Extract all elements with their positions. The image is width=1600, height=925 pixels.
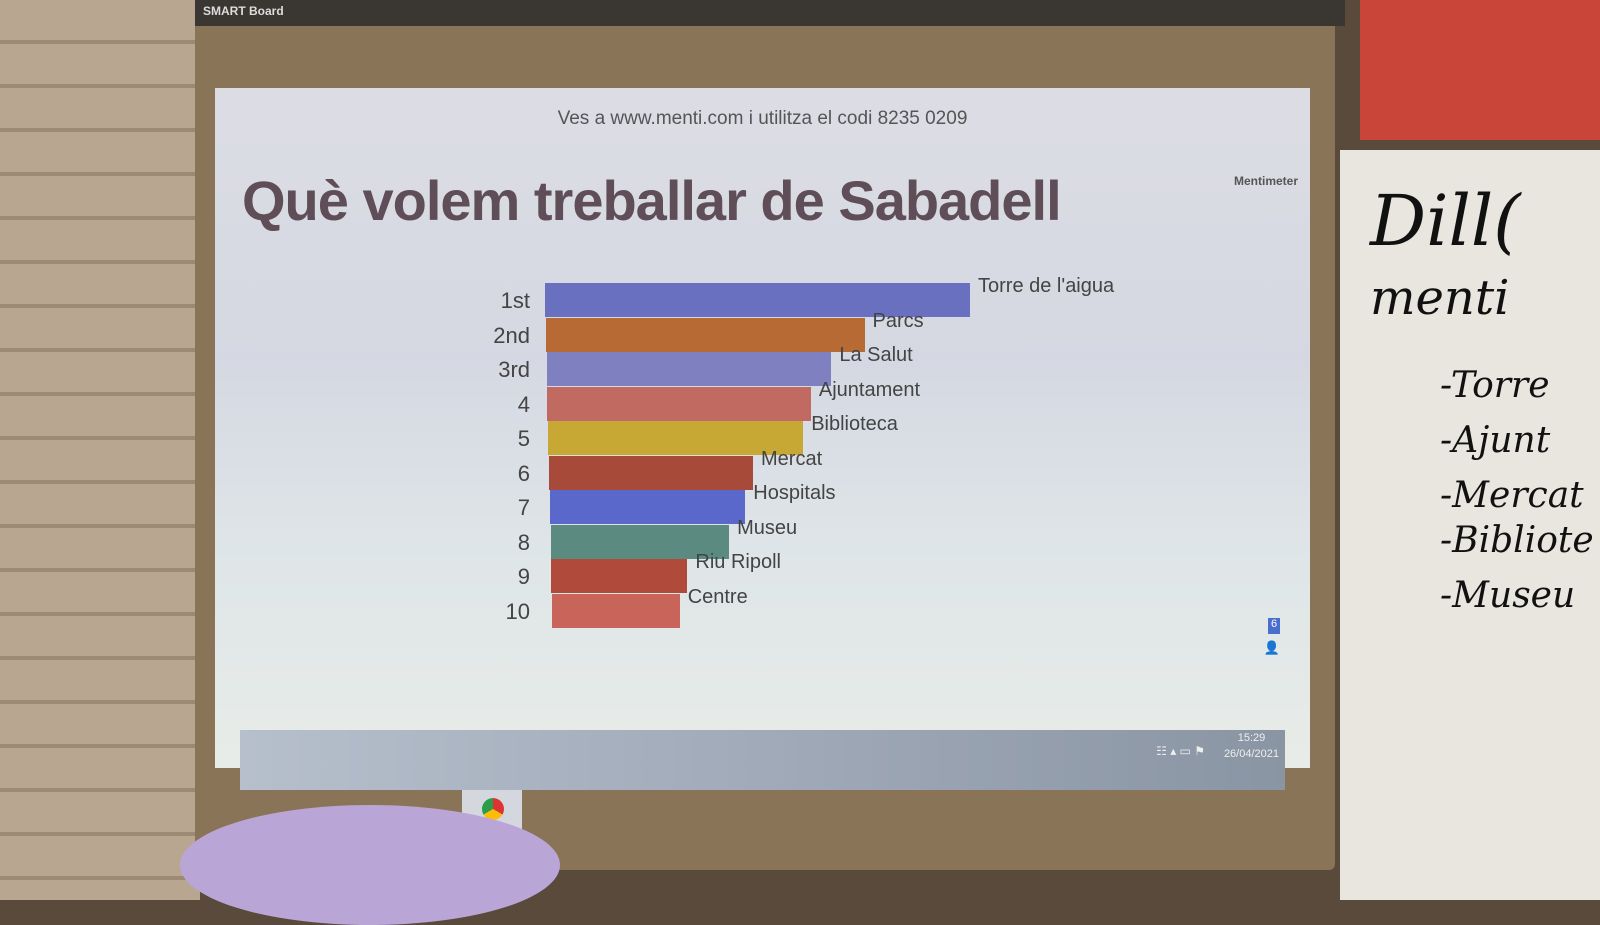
browser-top-bar: SMART Board <box>195 0 1345 26</box>
rank-label: 1st <box>500 288 530 313</box>
slide-title: Què volem treballar de Sabadell <box>242 169 1062 232</box>
handwritten-note: -Mercat <box>1440 475 1584 516</box>
bar-label: La Salut <box>839 344 913 366</box>
rank-label: 5 <box>517 426 530 451</box>
bar <box>549 490 746 524</box>
brick-wall <box>0 0 200 900</box>
clock: 15:29 26/04/2021 <box>1223 732 1279 760</box>
presentation-slide: Ves a www.menti.com i utilitza el codi 8… <box>215 88 1310 768</box>
lamp <box>180 805 560 925</box>
bar-label: Museu <box>737 516 798 539</box>
rank-label: 3rd <box>498 357 530 382</box>
smartboard-logo: SMART Board <box>203 4 284 18</box>
rank-label: 8 <box>517 529 530 555</box>
bar-label: Ajuntament <box>818 378 921 401</box>
handwritten-note: Dill( <box>1370 180 1521 262</box>
participant-count: 6 <box>1268 618 1280 634</box>
join-instructions: Ves a www.menti.com i utilitza el codi 8… <box>557 108 968 129</box>
bar <box>545 317 865 352</box>
whiteboard <box>1340 150 1600 900</box>
bar-label: Biblioteca <box>811 413 898 435</box>
poster <box>1360 0 1600 140</box>
rank-label: 2nd <box>493 322 530 348</box>
bar <box>549 455 753 490</box>
handwritten-note: -Torre <box>1440 365 1550 406</box>
bar-label: Riu Ripoll <box>695 551 781 573</box>
handwritten-note: -Ajunt <box>1440 420 1551 461</box>
bar <box>546 352 832 386</box>
chrome-icon <box>482 798 504 820</box>
handwritten-note: menti <box>1370 270 1510 326</box>
handwritten-note: -Bibliote <box>1440 520 1594 561</box>
bar <box>545 283 970 317</box>
bar <box>551 559 688 593</box>
person-icon: 👤 <box>1263 640 1280 655</box>
rank-label: 10 <box>505 598 530 624</box>
bar-label: Torre de l'aigua <box>978 275 1115 297</box>
rank-label: 4 <box>517 391 530 417</box>
bar-label: Parcs <box>872 309 924 332</box>
handwritten-note: -Museu <box>1440 575 1576 616</box>
rank-label: 6 <box>517 460 530 486</box>
rank-label: 7 <box>517 495 530 520</box>
mentimeter-logo: Mentimeter <box>1233 174 1298 188</box>
bar <box>548 421 804 455</box>
bar <box>547 386 811 421</box>
bar <box>552 593 680 628</box>
system-tray-icons: ☷ ▴ ▭ ⚑ <box>1156 744 1205 758</box>
taskbar: ☷ ▴ ▭ ⚑ 15:29 26/04/2021 <box>240 730 1285 790</box>
rank-label: 9 <box>517 564 530 589</box>
bar <box>550 524 730 559</box>
bar-label: Hospitals <box>753 482 836 504</box>
bar-label: Mercat <box>761 447 823 470</box>
bar-label: Centre <box>687 585 748 608</box>
